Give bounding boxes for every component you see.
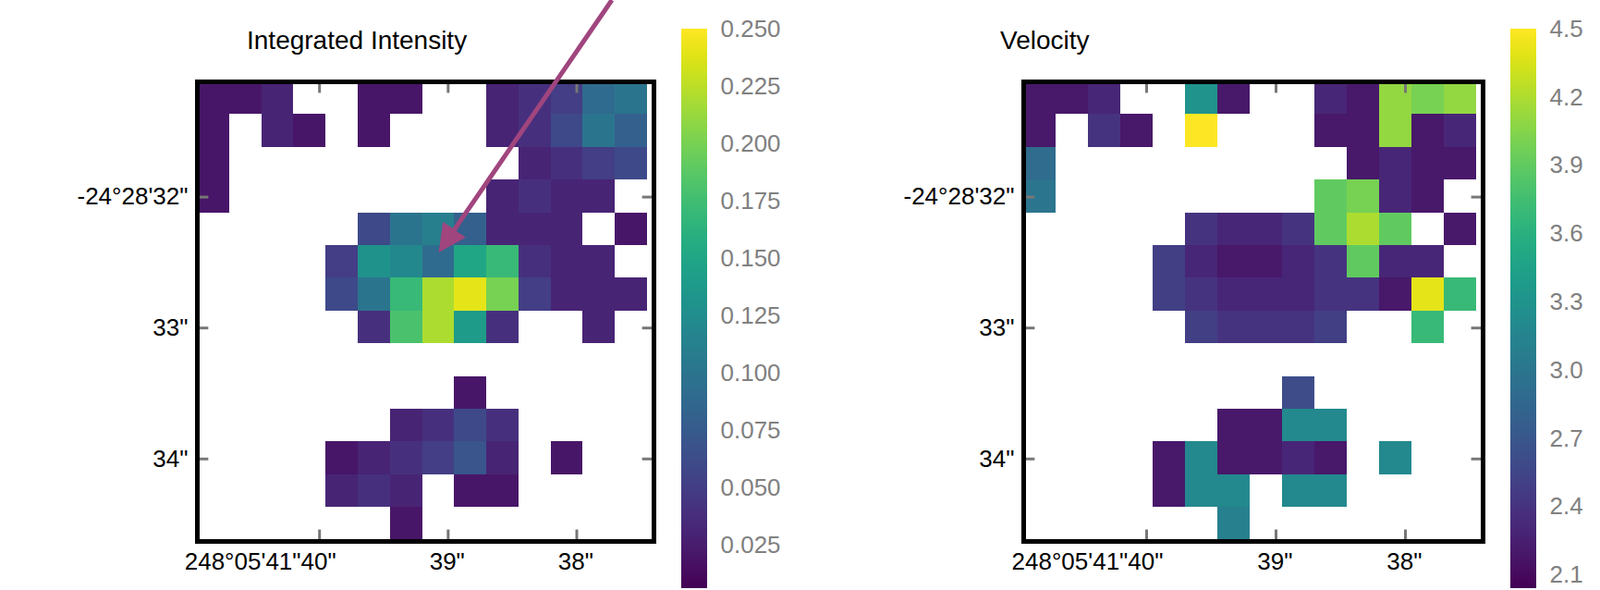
html-text:Integrated Intensity: Integrated Intensity — [246, 25, 467, 55]
svg-text:3.9: 3.9 — [1550, 150, 1584, 179]
svg-text:3.6: 3.6 — [1550, 219, 1584, 247]
svg-text:3.0: 3.0 — [1550, 355, 1584, 384]
svg-text:-24°28'32": -24°28'32" — [903, 182, 1014, 210]
svg-text:2.7: 2.7 — [1550, 424, 1584, 452]
svg-text:248°05'41"40": 248°05'41"40" — [1012, 547, 1164, 575]
svg-text:38": 38" — [558, 547, 594, 575]
svg-text:33": 33" — [978, 313, 1014, 342]
svg-text:0.050: 0.050 — [720, 473, 782, 501]
svg-text:39": 39" — [1257, 547, 1293, 575]
svg-text:0.075: 0.075 — [720, 415, 782, 444]
svg-text:0.025: 0.025 — [720, 530, 782, 559]
svg-text:2.1: 2.1 — [1550, 560, 1584, 588]
svg-text:38": 38" — [1386, 547, 1422, 575]
svg-text:3.3: 3.3 — [1550, 287, 1584, 316]
html-text:Velocity: Velocity — [1000, 25, 1090, 55]
svg-text:0.200: 0.200 — [720, 129, 782, 158]
svg-text:0.250: 0.250 — [720, 14, 782, 43]
svg-text:33": 33" — [152, 313, 188, 342]
svg-text:34": 34" — [152, 444, 188, 473]
svg-text:0.150: 0.150 — [720, 244, 782, 272]
svg-text:4.2: 4.2 — [1550, 83, 1584, 111]
svg-text:0.100: 0.100 — [720, 358, 782, 387]
svg-text:39": 39" — [429, 547, 465, 575]
svg-text:0.175: 0.175 — [720, 186, 782, 215]
svg-text:0.125: 0.125 — [720, 301, 782, 330]
svg-text:-24°28'32": -24°28'32" — [76, 182, 188, 210]
svg-text:34": 34" — [978, 444, 1014, 473]
svg-text:0.225: 0.225 — [720, 72, 782, 100]
svg-text:248°05'41"40": 248°05'41"40" — [184, 547, 337, 575]
svg-text:4.5: 4.5 — [1550, 14, 1584, 43]
svg-text:2.4: 2.4 — [1550, 491, 1584, 520]
